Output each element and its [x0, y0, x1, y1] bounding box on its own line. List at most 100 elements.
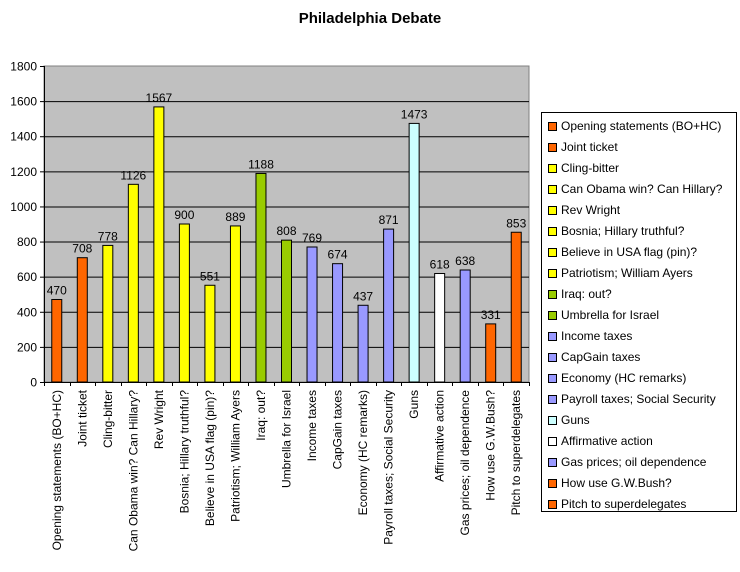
legend-label: Patriotism; William Ayers: [561, 266, 693, 280]
data-label: 1473: [401, 107, 428, 121]
legend-label: Cling-bitter: [561, 161, 620, 175]
legend-label: Joint ticket: [561, 140, 618, 154]
legend-label: Gas prices; oil dependence: [561, 455, 707, 469]
data-label: 889: [225, 210, 245, 224]
data-label: 638: [455, 254, 475, 268]
legend-swatch: [548, 416, 557, 425]
y-tick-label: 1200: [10, 165, 37, 179]
legend-label: Payroll taxes; Social Security: [561, 392, 716, 406]
data-label: 778: [98, 229, 118, 243]
data-label: 470: [47, 283, 67, 297]
x-tick-label: Bosnia; Hillary truthful?: [177, 390, 191, 514]
legend-label: Guns: [561, 413, 590, 427]
bar: [306, 246, 318, 383]
x-tick-label: CapGain taxes: [331, 390, 345, 469]
legend-label: Iraq: out?: [561, 287, 612, 301]
legend-label: Income taxes: [561, 329, 633, 343]
x-tick-label: Joint ticket: [75, 389, 89, 446]
bar: [229, 225, 241, 383]
x-tick-label: Payroll taxes; Social Security: [382, 390, 396, 545]
chart-title: Philadelphia Debate: [298, 10, 442, 27]
x-tick-label: Iraq: out?: [254, 390, 268, 441]
x-tick-label: Patriotism; William Ayers: [228, 390, 242, 522]
data-label: 618: [430, 258, 450, 272]
chart-legend: Opening statements (BO+HC) Joint ticket Cl…: [541, 112, 737, 512]
bar: [102, 244, 114, 383]
y-tick-label: 1000: [10, 200, 37, 214]
data-label: 437: [353, 289, 373, 303]
data-label: 1567: [146, 91, 173, 105]
legend-swatch: [548, 248, 557, 257]
legend-swatch: [548, 164, 557, 173]
data-label: 1188: [248, 157, 274, 171]
bar: [434, 273, 446, 383]
legend-swatch: [548, 458, 557, 467]
x-tick-label: How use G.W.Bush?: [484, 390, 498, 501]
data-label: 769: [302, 231, 322, 245]
legend-swatch: [548, 227, 557, 236]
y-tick-label: 1600: [10, 95, 37, 109]
bar: [153, 106, 165, 383]
legend-swatch: [548, 500, 557, 509]
x-tick-label: Pitch to superdelegates: [509, 390, 523, 515]
y-tick-label: 600: [17, 270, 37, 284]
y-tick-label: 800: [17, 235, 37, 249]
x-tick-label: Can Obama win? Can Hillary?: [126, 390, 140, 552]
bar: [510, 231, 522, 383]
y-tick-label: 400: [17, 305, 37, 319]
legend-label: How use G.W.Bush?: [561, 476, 672, 490]
x-tick-label: Guns: [407, 390, 421, 419]
data-label: 808: [276, 224, 296, 238]
data-label: 900: [174, 208, 194, 222]
bar: [127, 183, 139, 383]
x-tick-label: Believe in USA flag (pin)?: [203, 390, 217, 526]
x-tick-label: Gas prices; oil dependence: [458, 390, 472, 536]
data-label: 551: [200, 269, 220, 283]
legend-label: Pitch to superdelegates: [561, 497, 687, 511]
legend-swatch: [548, 269, 557, 278]
x-tick-label: Income taxes: [305, 390, 319, 461]
bar: [255, 172, 267, 383]
y-tick-label: 1800: [10, 60, 37, 74]
x-tick-label: Economy (HC remarks): [356, 390, 370, 515]
y-tick-label: 1400: [10, 130, 37, 144]
bar: [485, 323, 497, 383]
data-label: 1126: [120, 168, 146, 182]
bar: [357, 304, 369, 383]
data-label: 674: [328, 248, 348, 262]
bar: [76, 257, 88, 383]
data-label: 853: [506, 216, 526, 230]
bar: [51, 298, 63, 383]
legend-label: Umbrella for Israel: [561, 308, 660, 322]
legend-swatch: [548, 332, 557, 341]
bar: [281, 239, 292, 383]
y-tick-label: 200: [17, 340, 37, 354]
legend-label: Affirmative action: [561, 434, 653, 448]
legend-label: Rev Wright: [561, 203, 621, 217]
x-tick-label: Cling-bitter: [101, 390, 115, 448]
legend-swatch: [548, 290, 557, 299]
bar: [178, 223, 190, 383]
legend-swatch: [548, 143, 557, 152]
bar: [408, 122, 420, 383]
legend-label: CapGain taxes: [561, 350, 641, 364]
legend-swatch: [548, 185, 557, 194]
bar: [204, 284, 216, 383]
legend-swatch: [548, 437, 557, 446]
bar: [332, 263, 344, 383]
x-tick-label: Opening statements (BO+HC): [50, 390, 64, 550]
legend-label: Bosnia; Hillary truthful?: [561, 224, 685, 238]
legend-label: Economy (HC remarks): [561, 371, 687, 385]
data-label: 708: [72, 242, 92, 256]
data-label: 871: [379, 213, 399, 227]
legend-swatch: [548, 395, 557, 404]
x-tick-label: Umbrella for Israel: [280, 390, 294, 488]
legend-swatch: [548, 206, 557, 215]
legend-swatch: [548, 122, 557, 131]
y-tick-label: 0: [30, 376, 37, 390]
legend-label: Can Obama win? Can Hillary?: [561, 182, 723, 196]
legend-label: Opening statements (BO+HC): [561, 119, 722, 133]
legend-label: Believe in USA flag (pin)?: [561, 245, 698, 259]
legend-swatch: [548, 311, 557, 320]
